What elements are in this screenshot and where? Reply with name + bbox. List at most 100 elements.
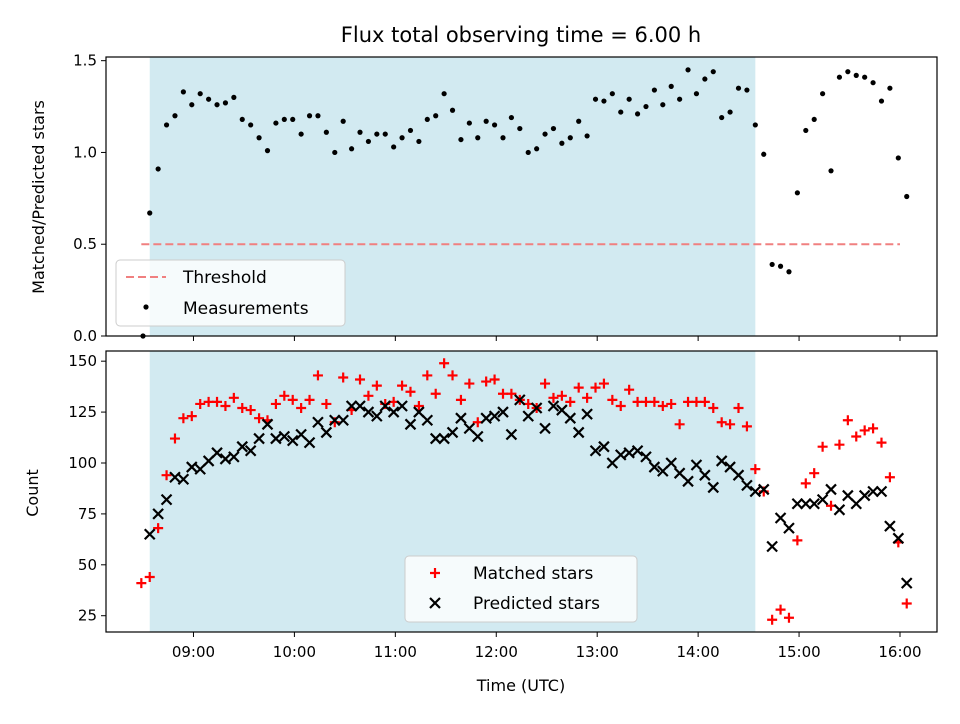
data-point <box>387 406 400 418</box>
y-tick-label: 50 <box>78 556 97 574</box>
data-point <box>160 493 173 506</box>
data-point <box>211 447 223 459</box>
data-point <box>598 378 609 389</box>
data-point <box>564 412 577 424</box>
data-point <box>416 138 422 145</box>
data-point <box>178 413 189 424</box>
data-point <box>878 98 885 104</box>
data-point <box>455 412 467 424</box>
data-point <box>306 113 313 119</box>
y-tick-label: 100 <box>68 454 97 472</box>
data-point <box>735 85 742 91</box>
data-point <box>623 447 635 459</box>
data-point <box>491 122 498 128</box>
x-tick-label: 11:00 <box>374 643 417 661</box>
y-tick-label: 0.5 <box>73 235 97 253</box>
data-point <box>449 107 456 113</box>
data-point <box>506 388 517 399</box>
y-tick-label: 75 <box>78 505 97 523</box>
data-point <box>875 485 888 498</box>
data-point <box>433 113 439 119</box>
data-point <box>682 475 694 488</box>
data-point <box>279 390 290 401</box>
data-point <box>842 415 853 426</box>
data-point <box>222 100 229 106</box>
top-y-axis-label: Matched/Predicted stars <box>29 100 48 294</box>
data-point <box>396 400 408 412</box>
data-point <box>328 414 341 427</box>
data-point <box>845 69 851 75</box>
data-point <box>244 444 257 457</box>
data-point <box>825 483 837 496</box>
data-point <box>315 113 321 119</box>
data-point <box>197 91 203 97</box>
data-point <box>270 398 281 409</box>
data-point <box>572 426 585 439</box>
data-point <box>817 441 828 452</box>
data-point <box>405 386 416 397</box>
legend-box <box>115 259 346 327</box>
data-point <box>693 91 700 97</box>
data-point <box>809 468 820 479</box>
data-point <box>161 470 172 481</box>
data-point <box>624 384 635 395</box>
data-point <box>303 436 316 449</box>
data-point <box>851 431 862 442</box>
series-matched-stars <box>136 358 912 625</box>
data-point <box>767 614 778 625</box>
data-point <box>514 394 526 406</box>
data-point <box>876 437 887 448</box>
data-point <box>800 478 811 489</box>
data-point <box>362 406 375 418</box>
data-point <box>904 193 910 200</box>
y-tick-label: 25 <box>78 607 97 625</box>
x-tick-label: 15:00 <box>777 643 820 661</box>
y-tick-label: 0.0 <box>73 327 97 345</box>
data-point <box>609 91 615 97</box>
data-point <box>666 398 677 409</box>
data-point <box>828 168 834 174</box>
data-point <box>618 109 624 115</box>
data-point <box>744 87 750 93</box>
data-point <box>186 461 198 473</box>
data-point <box>540 378 551 389</box>
data-point <box>651 87 657 93</box>
top-panel: 0.0 0.5 1.0 1.5 Threshold Measurements <box>73 52 938 345</box>
data-point <box>601 98 607 104</box>
data-point <box>239 116 245 123</box>
data-point <box>800 497 812 510</box>
bottom-panel: 25 50 75 100 125 150 09:00 10:00 11:00 12:00 13:00… <box>68 350 938 661</box>
data-point <box>833 504 846 516</box>
data-point <box>163 122 170 128</box>
data-point <box>834 439 845 450</box>
data-point <box>699 469 711 481</box>
data-point <box>447 370 458 381</box>
x-tick-label: 14:00 <box>677 643 720 661</box>
data-point <box>783 522 795 534</box>
data-point <box>868 423 879 434</box>
data-point <box>404 418 417 431</box>
data-point <box>887 85 893 91</box>
data-point <box>455 394 466 405</box>
data-point <box>783 612 794 623</box>
legend-measurements-swatch <box>143 304 149 310</box>
data-point <box>808 497 820 510</box>
data-point <box>548 392 559 403</box>
data-point <box>407 127 414 134</box>
data-point <box>901 598 912 609</box>
data-point <box>345 400 358 412</box>
data-point <box>895 155 901 161</box>
data-point <box>775 604 786 615</box>
data-point <box>253 432 265 445</box>
data-point <box>464 378 475 389</box>
data-point <box>397 380 408 391</box>
data-point <box>836 74 843 80</box>
data-point <box>794 190 800 196</box>
data-point <box>475 135 481 141</box>
data-point <box>430 388 441 399</box>
data-point <box>820 91 826 97</box>
data-point <box>668 83 674 89</box>
data-point <box>590 382 601 393</box>
data-point <box>413 400 424 411</box>
chart-title: Flux total observing time = 6.00 h <box>341 23 701 47</box>
